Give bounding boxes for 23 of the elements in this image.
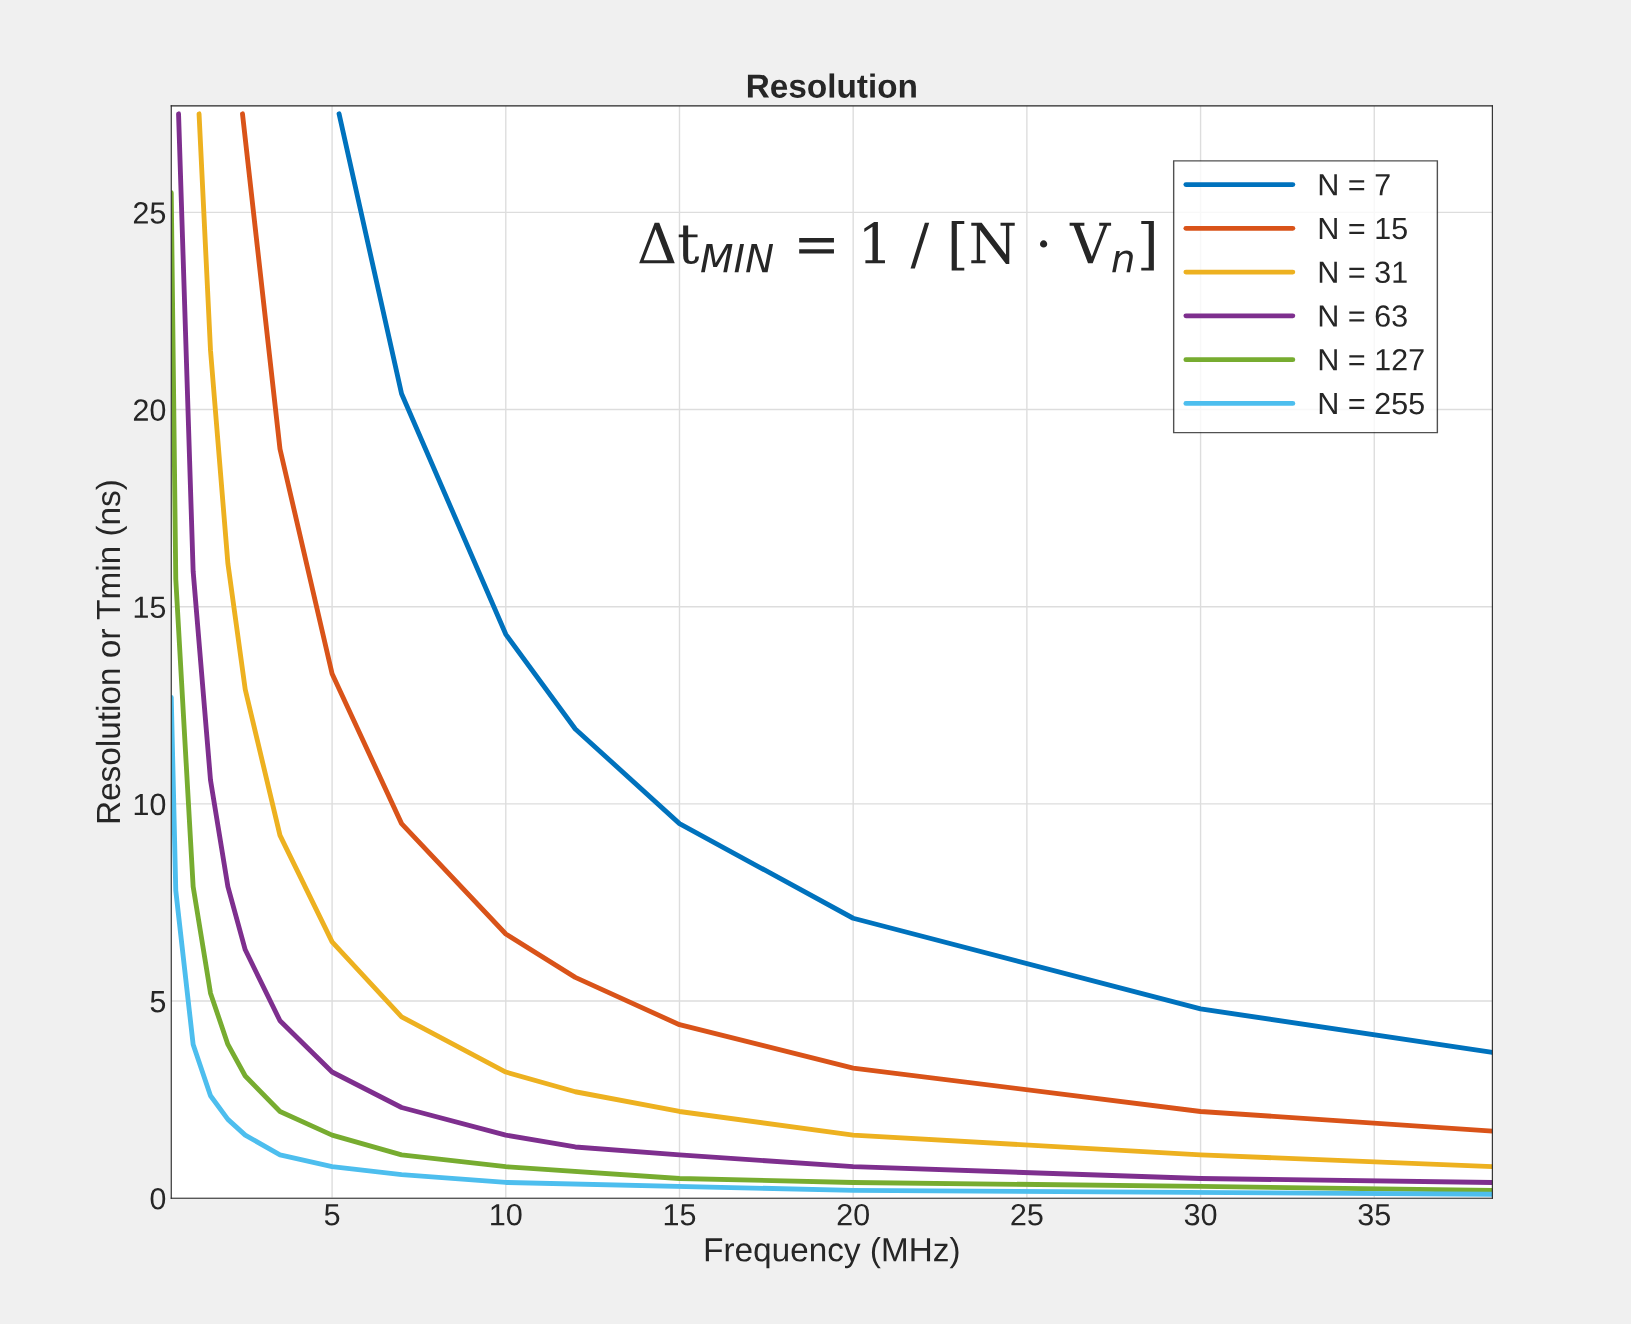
legend-label: N = 255 bbox=[1319, 392, 1424, 415]
x-tick-label: 5 bbox=[324, 1204, 340, 1226]
y-tick-label: 15 bbox=[134, 596, 166, 619]
x-axis-title: Frequency (MHz) bbox=[705, 1237, 959, 1269]
x-tick-label: 30 bbox=[1184, 1203, 1217, 1226]
legend-label: N = 31 bbox=[1319, 261, 1407, 284]
y-tick-label: 10 bbox=[134, 793, 166, 816]
x-tick-label: 25 bbox=[1011, 1203, 1043, 1226]
legend-label: N = 127 bbox=[1319, 348, 1424, 371]
y-tick-label: 25 bbox=[133, 202, 166, 224]
chart-title: Resolution bbox=[747, 73, 916, 98]
legend-label: N = 63 bbox=[1319, 305, 1407, 327]
x-tick-label: 35 bbox=[1358, 1203, 1390, 1226]
legend-label: N = 7 bbox=[1319, 174, 1390, 196]
y-tick-label: 5 bbox=[150, 991, 166, 1013]
y-axis-title: Resolution or Tmin (ns) bbox=[95, 481, 127, 823]
legend-label: N = 15 bbox=[1319, 218, 1407, 240]
y-tick-label: 0 bbox=[150, 1187, 166, 1210]
x-tick-label: 15 bbox=[664, 1204, 696, 1226]
x-tick-label: 10 bbox=[491, 1203, 522, 1226]
y-tick-label: 20 bbox=[133, 399, 166, 421]
x-tick-label: 20 bbox=[837, 1203, 869, 1226]
annotation: Δt$_{MIN}$ = 1 / [N · V$_{n}$] bbox=[639, 221, 1154, 273]
